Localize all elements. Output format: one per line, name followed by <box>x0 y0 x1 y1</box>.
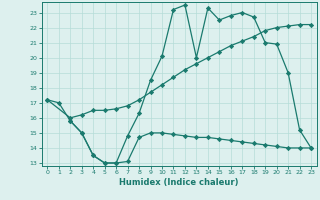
X-axis label: Humidex (Indice chaleur): Humidex (Indice chaleur) <box>119 178 239 187</box>
